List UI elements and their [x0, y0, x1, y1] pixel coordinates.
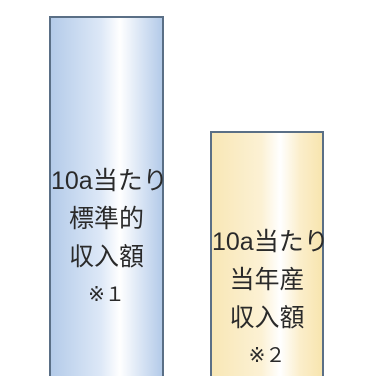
current-year-income-bar: 10a当たり 当年産 収入額 ※２	[210, 131, 329, 376]
label-line-2: 当年産	[229, 266, 305, 294]
footnote-marker: ※１	[88, 284, 125, 306]
label-line-1: 10a当たり	[51, 167, 168, 195]
standard-income-bar: 10a当たり 標準的 収入額 ※１	[49, 16, 168, 376]
current-year-income-label: 10a当たり 当年産 収入額 ※２	[212, 223, 329, 375]
label-line-3: 収入額	[229, 304, 305, 332]
label-line-3: 収入額	[68, 243, 144, 271]
label-line-2: 標準的	[68, 205, 144, 233]
standard-income-label: 10a当たり 標準的 収入額 ※１	[51, 162, 168, 314]
footnote-marker: ※２	[248, 345, 286, 367]
label-line-1: 10a当たり	[212, 228, 329, 256]
